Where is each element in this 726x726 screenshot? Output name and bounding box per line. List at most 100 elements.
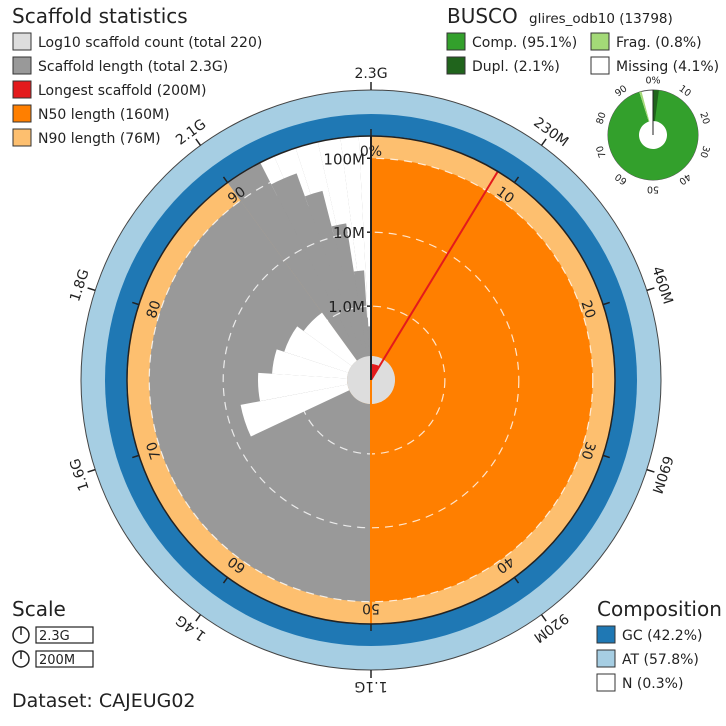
percent-tick: [513, 176, 520, 184]
legend-label-n90: N90 length (76M): [38, 131, 161, 147]
length-tick: [646, 287, 655, 292]
length-profile-bar: [304, 190, 366, 358]
longest-scaffold-line: [370, 171, 499, 381]
percent-tick: [132, 454, 140, 459]
percent-tick: [602, 454, 610, 459]
composition-swatch-n: [596, 673, 616, 692]
length-scale-label: 1.0M: [328, 298, 365, 316]
busco-tick-label: 10: [677, 83, 693, 99]
length-profile-step: [358, 136, 371, 351]
legend-label-length: Scaffold length (total 2.3G): [38, 59, 228, 75]
busco-swatch-frag: [590, 32, 610, 51]
scale-title: Scale: [12, 597, 66, 621]
length-tick-label: 460M: [648, 265, 675, 307]
busco-label-frag: Frag. (0.8%): [616, 35, 702, 51]
length-tick: [195, 614, 202, 622]
busco-label-dupl: Dupl. (2.1%): [472, 59, 560, 75]
length-scale-label: 10M: [333, 224, 365, 242]
busco-lineage: glires_odb10 (13798): [529, 11, 673, 27]
inner-profile-cut: [240, 384, 350, 437]
percent-tick-label: 50: [362, 600, 380, 616]
legend-swatch-length: [12, 56, 32, 75]
dataset-label: Dataset: CAJEUG02: [12, 690, 196, 712]
inner-profile-cut: [272, 349, 349, 379]
composition-legend: Composition GC (42.2%) AT (57.8%) N (0.3%): [596, 597, 722, 692]
busco-complete-wedge: [608, 90, 699, 180]
scaffold-stats-legend: Scaffold statistics Log10 scaffold count…: [12, 4, 262, 147]
busco-fragmented-wedge: [639, 91, 650, 122]
busco-tick-label: 30: [697, 144, 711, 159]
legend-label-n50: N50 length (160M): [38, 107, 170, 123]
busco-tick-label: 70: [595, 144, 609, 159]
percent-tick: [513, 576, 520, 584]
n50-sector: [371, 158, 593, 602]
length-profile-bar: [353, 270, 370, 357]
length-tick: [540, 614, 547, 622]
length-tick-label: 1.1G: [354, 678, 387, 694]
length-tick-label: 2.3G: [354, 66, 387, 82]
legend-swatch-count: [12, 32, 32, 51]
legend-swatch-n90: [12, 128, 32, 147]
busco-title: BUSCO: [447, 4, 518, 28]
length-tick-label: 1.6G: [67, 456, 92, 492]
legend-label-count: Log10 scaffold count (total 220): [38, 35, 262, 51]
scaffold-stats-title: Scaffold statistics: [12, 4, 188, 28]
length-tick: [540, 138, 547, 146]
percent-tick-label: 0%: [360, 144, 382, 160]
percent-tick-label: 30: [577, 440, 598, 462]
busco-swatch-comp: [446, 32, 466, 51]
scale-label: 200M: [39, 653, 75, 668]
busco-tick-label: 50: [647, 184, 659, 195]
percent-tick-label: 80: [144, 299, 165, 321]
length-gridline: [148, 157, 594, 603]
composition-label-gc: GC (42.2%): [622, 628, 702, 644]
snail-body: [126, 135, 616, 625]
length-gridline: [222, 231, 520, 529]
busco-tick-label: 90: [613, 83, 629, 99]
percent-tick-label: 70: [144, 440, 165, 462]
composition-label-at: AT (57.8%): [622, 652, 699, 668]
busco-label-comp: Comp. (95.1%): [472, 35, 577, 51]
busco-duplicated-wedge: [653, 90, 659, 122]
length-tick: [646, 468, 655, 473]
legend-swatch-n50: [12, 104, 32, 123]
composition-swatch-at: [596, 649, 616, 668]
busco-swatch-missing: [590, 56, 610, 75]
length-tick-label: 1.8G: [67, 267, 92, 303]
length-profile-bar: [331, 223, 368, 357]
length-tick: [195, 138, 202, 146]
length-tick: [87, 287, 96, 292]
legend-swatch-longest: [12, 80, 32, 99]
length-scale-label: 100M: [323, 150, 365, 168]
scale-label: 2.3G: [39, 629, 70, 644]
busco-tick-label: 40: [677, 171, 693, 187]
composition-title: Composition: [597, 597, 722, 621]
inner-profile-cut: [258, 372, 348, 402]
inner-profile-cut: [284, 326, 352, 373]
busco-donut: 0% 10 20 30 40 50 60 70 80 90: [595, 76, 712, 195]
composition-swatch-gc: [596, 625, 616, 644]
length-tick: [87, 468, 96, 473]
busco-swatch-dupl: [446, 56, 466, 75]
busco-legend: BUSCO glires_odb10 (13798) Comp. (95.1%)…: [446, 4, 719, 75]
scale-box: [35, 626, 94, 644]
busco-label-missing: Missing (4.1%): [616, 59, 719, 75]
scale-legend: Scale 2.3G 200M: [12, 597, 94, 668]
legend-label-longest: Longest scaffold (200M): [38, 83, 206, 99]
percent-tick: [222, 576, 229, 584]
percent-tick-label: 20: [577, 299, 598, 321]
busco-tick-label: 60: [613, 171, 629, 187]
percent-tick: [222, 176, 229, 184]
scale-box: [35, 650, 94, 668]
composition-label-n: N (0.3%): [622, 676, 683, 692]
inner-profile-cut: [303, 312, 357, 366]
percent-tick: [132, 301, 140, 306]
busco-tick-label: 20: [697, 111, 711, 126]
busco-tick-label: 0%: [645, 76, 660, 87]
length-profile-bar: [227, 162, 361, 361]
busco-tick-label: 80: [595, 111, 609, 126]
percent-tick: [602, 301, 610, 306]
length-tick-label: 690M: [648, 454, 675, 496]
